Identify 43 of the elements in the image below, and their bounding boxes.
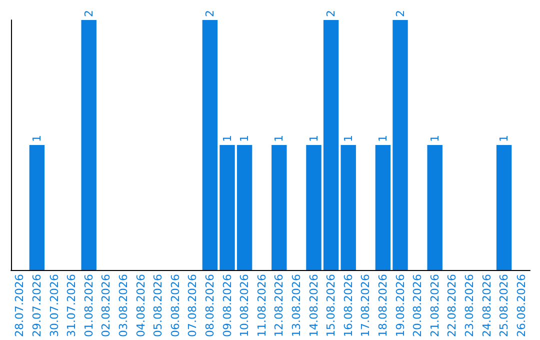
x-tick-label: 10.08.2026 <box>238 274 252 337</box>
x-tick-label: 11.08.2026 <box>255 274 268 337</box>
data-label: 2 <box>324 10 338 17</box>
x-tick-label: 20.08.2026 <box>411 274 424 337</box>
x-tick-label: 31.07.2026 <box>65 274 78 337</box>
data-label: 1 <box>307 135 320 142</box>
x-tick-label: 22.08.2026 <box>446 274 459 337</box>
x-tick-label: 24.08.2026 <box>480 274 494 337</box>
data-label: 2 <box>82 10 96 17</box>
x-tick-label: 01.08.2026 <box>82 274 96 337</box>
x-tick-label: 23.08.2026 <box>462 274 476 337</box>
data-label: 1 <box>376 135 390 142</box>
x-tick-label: 03.08.2026 <box>116 274 130 337</box>
data-label: 1 <box>428 135 442 142</box>
x-tick-label: 06.08.2026 <box>168 274 182 337</box>
x-tick-label: 04.08.2026 <box>134 274 148 337</box>
x-tick-label: 02.08.2026 <box>100 274 113 337</box>
x-tick-label: 25.08.2026 <box>498 274 511 337</box>
x-tick-label: 16.08.2026 <box>342 274 355 337</box>
data-label: 1 <box>220 135 234 142</box>
x-tick-label: 21.08.2026 <box>428 274 442 337</box>
data-label: 1 <box>498 135 511 142</box>
x-tick-label: 08.08.2026 <box>203 274 216 337</box>
x-tick-label: 17.08.2026 <box>359 274 372 337</box>
x-tick-label: 29.07.2026 <box>30 274 44 337</box>
x-tick-label: 26.08.2026 <box>514 274 528 337</box>
x-tick-label: 15.08.2026 <box>324 274 338 337</box>
x-tick-label: 05.08.2026 <box>152 274 165 337</box>
x-tick-label: 12.08.2026 <box>272 274 286 337</box>
x-tick-label: 09.08.2026 <box>220 274 234 337</box>
x-tick-label: 28.07.2026 <box>13 274 26 337</box>
data-label: 1 <box>30 135 44 142</box>
x-tick-label: 19.08.2026 <box>394 274 407 337</box>
x-tick-label: 18.08.2026 <box>376 274 390 337</box>
data-label: 1 <box>272 135 286 142</box>
x-tick-label: 13.08.2026 <box>290 274 303 337</box>
data-label: 2 <box>394 10 407 17</box>
x-tick-label: 07.08.2026 <box>186 274 200 337</box>
x-tick-label: 30.07.2026 <box>48 274 61 337</box>
x-tick-label: 14.08.2026 <box>307 274 320 337</box>
data-label: 2 <box>203 10 216 17</box>
data-label: 1 <box>238 135 252 142</box>
data-label: 1 <box>342 135 355 142</box>
